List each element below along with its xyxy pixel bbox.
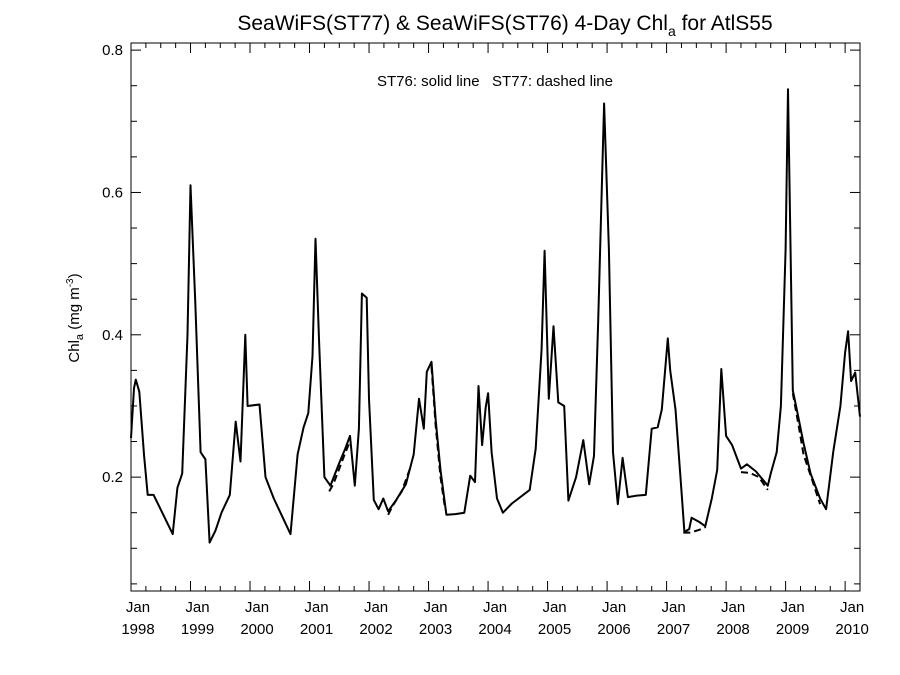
x-tick-label-month: Jan [542, 599, 566, 616]
x-tick-label-year: 2008 [716, 621, 749, 638]
x-tick-label-month: Jan [185, 599, 209, 616]
x-tick-label-month: Jan [781, 599, 805, 616]
series-st77-dashed-line [328, 444, 350, 492]
x-tick-label-month: Jan [304, 599, 328, 616]
series-st77-dashed-line [791, 393, 822, 505]
series-st77-dashed-line [740, 471, 769, 491]
x-tick-label-month: Jan [840, 599, 864, 616]
series-st77-dashed-line [430, 366, 447, 510]
x-tick-label-year: 2005 [538, 621, 571, 638]
y-tick-label: 0.8 [102, 42, 123, 59]
y-tick-label: 0.2 [102, 469, 123, 486]
series-style-annotation: ST76: solid line ST77: dashed line [377, 73, 613, 90]
x-tick-label-year: 1998 [121, 621, 154, 638]
x-tick-label-month: Jan [245, 599, 269, 616]
x-tick-label-year: 2010 [835, 621, 868, 638]
x-tick-label-month: Jan [126, 599, 150, 616]
series-st76-solid-line [130, 88, 861, 544]
x-tick-label-year: 2004 [478, 621, 511, 638]
x-tick-label-month: Jan [364, 599, 388, 616]
series-st77-dashed-line [683, 525, 707, 534]
plot-area: 0.2 0.4 0.6 0.8 Jan 1998 Jan 1999 Jan 2000 Jan 2001… [102, 42, 869, 638]
x-tick-label-year: 2007 [657, 621, 690, 638]
y-tick-label: 0.4 [102, 327, 123, 344]
x-tick-label-year: 2003 [419, 621, 452, 638]
plot-frame [130, 42, 861, 592]
x-tick-label-year: 1999 [181, 621, 214, 638]
y-axis-label: Chla (mg m-3) [65, 273, 86, 362]
chart-title: SeaWiFS(ST77) & SeaWiFS(ST76) 4-Day Chla… [237, 12, 772, 39]
x-tick-label-year: 2006 [597, 621, 630, 638]
x-tick-label-year: 2000 [240, 621, 273, 638]
x-tick-label-month: Jan [483, 599, 507, 616]
x-tick-label-month: Jan [661, 599, 685, 616]
x-tick-label-month: Jan [721, 599, 745, 616]
x-tick-label-year: 2009 [776, 621, 809, 638]
x-tick-label-year: 2001 [300, 621, 333, 638]
x-tick-label-year: 2002 [359, 621, 392, 638]
x-tick-label-month: Jan [423, 599, 447, 616]
series-st77-dashed-line [387, 466, 412, 516]
x-tick-label-month: Jan [602, 599, 626, 616]
y-tick-label: 0.6 [102, 184, 123, 201]
